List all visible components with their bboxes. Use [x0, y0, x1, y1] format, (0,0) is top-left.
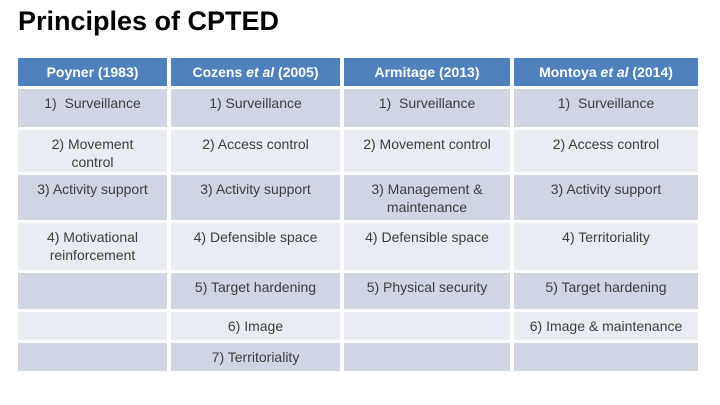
header-text: Armitage (2013) — [374, 64, 480, 80]
header-text: (2014) — [628, 64, 673, 80]
cpted-comparison-table: Poyner (1983) Cozens et al (2005) Armita… — [18, 58, 702, 371]
table-cell: 5) Physical security — [344, 273, 510, 309]
table-cell: 2) Access control — [171, 130, 340, 172]
table-cell: 5) Target hardening — [171, 273, 340, 309]
table-cell: 4) Territoriality — [514, 223, 698, 270]
table-cell: 4) Motivational reinforcement — [18, 223, 167, 270]
column-header-montoya: Montoya et al (2014) — [514, 58, 698, 86]
table-cell: 3) Activity support — [171, 175, 340, 220]
column-header-armitage: Armitage (2013) — [344, 58, 510, 86]
table-cell: 6) Image — [171, 312, 340, 340]
table-cell: 2) Movement control — [344, 130, 510, 172]
page-title: Principles of CPTED — [18, 6, 280, 36]
header-text: Poyner (1983) — [46, 64, 139, 80]
table-cell: 2) Access control — [514, 130, 698, 172]
table-cell — [344, 343, 510, 371]
table-cell — [18, 312, 167, 340]
table-cell: 6) Image & maintenance — [514, 312, 698, 340]
table-cell: 3) Activity support — [514, 175, 698, 220]
column-header-cozens: Cozens et al (2005) — [171, 58, 340, 86]
table-cell: 1) Surveillance — [18, 89, 167, 127]
header-text-italic: et al — [246, 64, 275, 80]
table-cell — [344, 312, 510, 340]
table-cell: 2) Movement control — [18, 130, 167, 172]
table-cell: 4) Defensible space — [171, 223, 340, 270]
table-cell: 1) Surveillance — [344, 89, 510, 127]
table-cell — [18, 343, 167, 371]
table-cell — [18, 273, 167, 309]
header-text-italic: et al — [600, 64, 629, 80]
table-cell: 1) Surveillance — [171, 89, 340, 127]
header-text: Cozens — [192, 64, 247, 80]
table-cell: 1) Surveillance — [514, 89, 698, 127]
table-cell: 5) Target hardening — [514, 273, 698, 309]
table-cell: 4) Defensible space — [344, 223, 510, 270]
header-text: Montoya — [539, 64, 601, 80]
table-cell: 3) Management & maintenance — [344, 175, 510, 220]
table-cell: 3) Activity support — [18, 175, 167, 220]
column-header-poyner: Poyner (1983) — [18, 58, 167, 86]
table-cell: 7) Territoriality — [171, 343, 340, 371]
header-text: (2005) — [274, 64, 319, 80]
table-cell — [514, 343, 698, 371]
